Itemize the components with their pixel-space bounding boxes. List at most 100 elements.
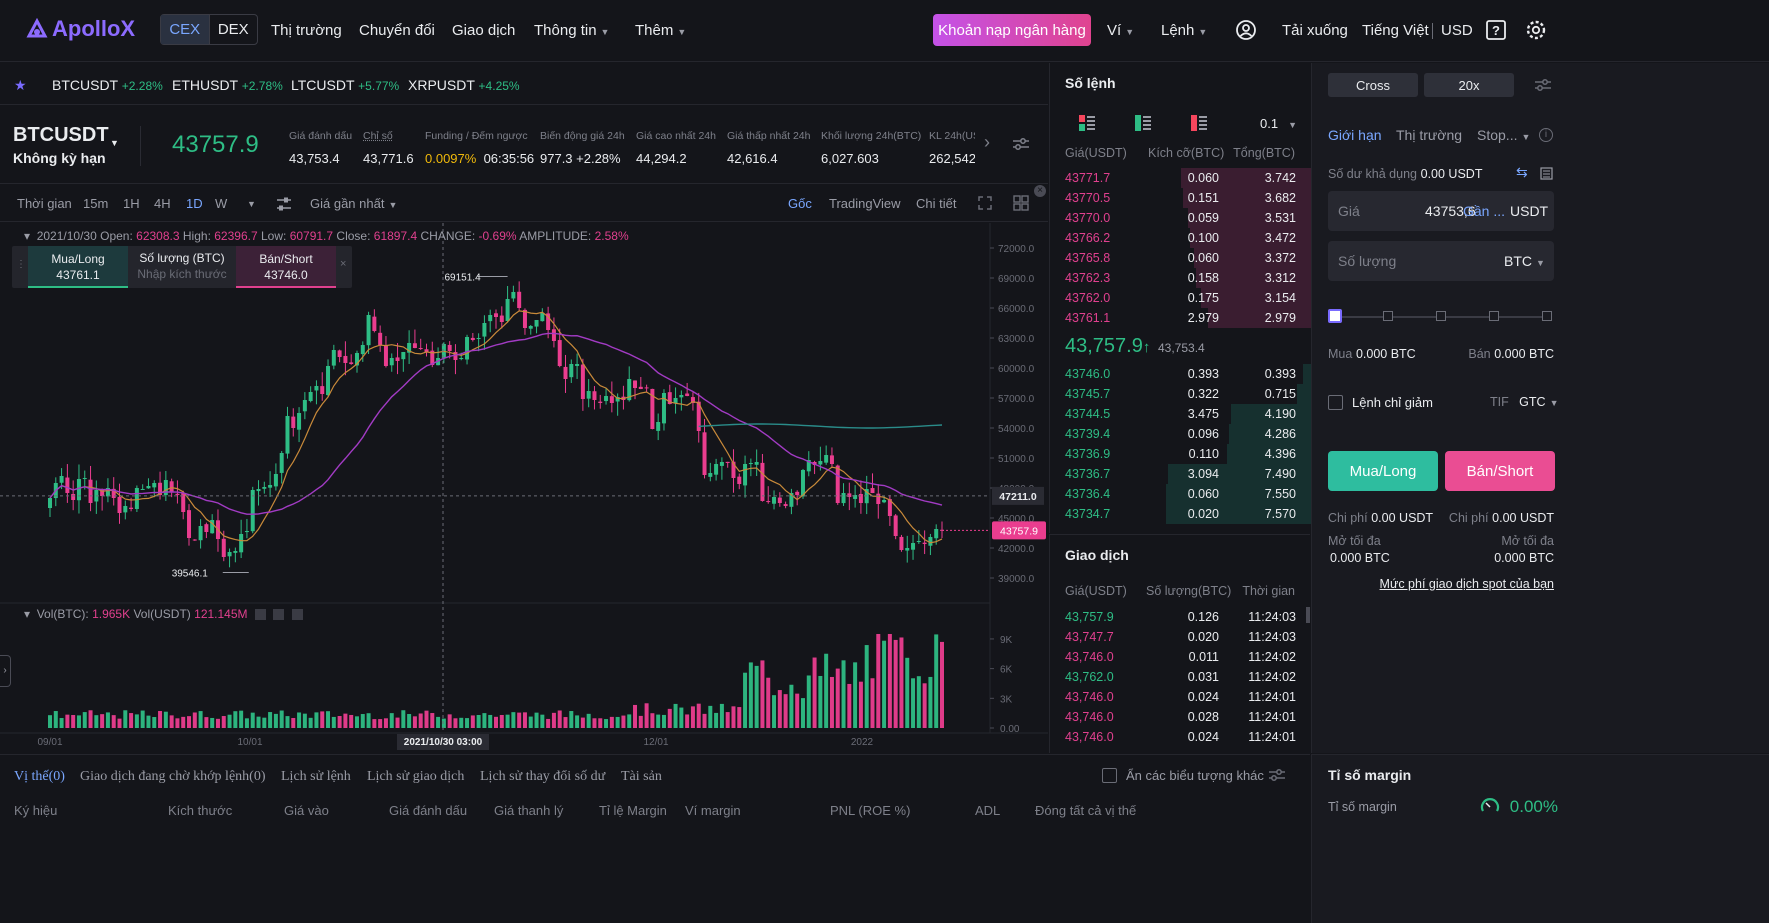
layout-grid-icon[interactable] bbox=[1013, 195, 1029, 211]
collapse-icon[interactable]: ▾ bbox=[24, 607, 31, 621]
slider-tick[interactable] bbox=[1489, 311, 1499, 321]
hide-others-checkbox[interactable] bbox=[1102, 768, 1117, 783]
tif-select[interactable]: TIF GTC ▼ bbox=[1490, 395, 1558, 409]
fullscreen-icon[interactable] bbox=[977, 195, 993, 211]
symbol-name[interactable]: BTCUSDT bbox=[13, 124, 109, 146]
calculator-icon[interactable] bbox=[1540, 167, 1553, 180]
tab-limit[interactable]: Giới hạn bbox=[1328, 127, 1382, 143]
bid-row[interactable]: 43736.4 0.060 7.550 bbox=[1050, 484, 1311, 504]
nav-download[interactable]: Tải xuống bbox=[1282, 22, 1348, 39]
cex-button[interactable]: CEX bbox=[161, 15, 210, 44]
book-asks-icon[interactable] bbox=[1190, 114, 1208, 132]
price-input[interactable]: Giá 43753,6 Gần ... USDT bbox=[1328, 191, 1554, 231]
interval-4h[interactable]: 4H bbox=[154, 196, 171, 211]
near-price-button[interactable]: Gần ... bbox=[1463, 203, 1506, 219]
spot-fee-link[interactable]: Mức phí giao dịch spot của bạn bbox=[1379, 577, 1554, 591]
bid-row[interactable]: 43736.9 0.110 4.396 bbox=[1050, 444, 1311, 464]
chevron-down-icon[interactable]: ▼ bbox=[247, 199, 256, 209]
dex-button[interactable]: DEX bbox=[217, 21, 249, 38]
depth-select[interactable]: 0.1 ▼ bbox=[1260, 116, 1297, 131]
book-bids-icon[interactable] bbox=[1134, 114, 1152, 132]
transfer-icon[interactable]: ⇆ bbox=[1516, 164, 1528, 180]
tab-stop[interactable]: Stop... ▼ bbox=[1477, 127, 1530, 143]
ask-row[interactable]: 43770.0 0.059 3.531 bbox=[1050, 208, 1311, 228]
slider-tick[interactable] bbox=[1383, 311, 1393, 321]
nav-convert[interactable]: Chuyển đổi bbox=[359, 22, 435, 39]
price-type-select[interactable]: Giá gần nhất ▼ bbox=[310, 196, 397, 211]
quick-sell-button[interactable]: Bán/Short 43746.0 bbox=[236, 246, 336, 288]
bid-row[interactable]: 43739.4 0.096 4.286 bbox=[1050, 424, 1311, 444]
drag-handle-icon[interactable]: ⋮⋮ bbox=[16, 259, 36, 270]
indicator-settings-icon[interactable] bbox=[275, 195, 293, 213]
leverage-button[interactable]: 20x bbox=[1424, 73, 1514, 97]
interval-w[interactable]: W bbox=[215, 196, 228, 211]
ask-row[interactable]: 43762.3 0.158 3.312 bbox=[1050, 268, 1311, 288]
bid-row[interactable]: 43745.7 0.322 0.715 bbox=[1050, 384, 1311, 404]
sliders-icon[interactable] bbox=[1012, 136, 1030, 152]
close-all-positions[interactable]: Đóng tất cả vị thế bbox=[1035, 803, 1137, 818]
currency-select[interactable]: USD bbox=[1441, 22, 1473, 39]
nav-trade[interactable]: Giao dịch bbox=[452, 22, 516, 39]
help-icon[interactable]: ? bbox=[1484, 18, 1508, 42]
slider-tick[interactable] bbox=[1436, 311, 1446, 321]
interval-1d[interactable]: 1D bbox=[186, 196, 203, 211]
tab-assets[interactable]: Tài sản bbox=[621, 769, 662, 784]
bid-row[interactable]: 43746.0 0.393 0.393 bbox=[1050, 364, 1311, 384]
chart-canvas[interactable]: 72000.0 69000.0 66000.0 63000.0 60000.0 57000… bbox=[0, 223, 1048, 753]
settings-gear-icon[interactable] bbox=[1524, 18, 1548, 42]
favorite-star-icon[interactable]: ★ bbox=[14, 77, 27, 93]
view-tradingview[interactable]: TradingView bbox=[829, 196, 901, 211]
nav-more[interactable]: Thêm ▼ bbox=[635, 22, 686, 39]
book-both-icon[interactable] bbox=[1078, 114, 1096, 132]
slider-tick[interactable] bbox=[1542, 311, 1552, 321]
price-chart[interactable]: 72000.0 69000.0 66000.0 63000.0 60000.0 57000… bbox=[0, 223, 1048, 753]
nav-market[interactable]: Thị trường bbox=[271, 22, 342, 39]
quick-buy-button[interactable]: Mua/Long 43761.1 bbox=[28, 246, 128, 288]
ask-row[interactable]: 43762.0 0.175 3.154 bbox=[1050, 288, 1311, 308]
sell-short-button[interactable]: Bán/Short bbox=[1445, 451, 1555, 491]
sliders-icon[interactable] bbox=[1534, 77, 1552, 93]
user-icon[interactable] bbox=[1234, 18, 1258, 42]
quantity-input[interactable]: Số lượng BTC ▼ bbox=[1328, 241, 1554, 281]
bid-row[interactable]: 43734.7 0.020 7.570 bbox=[1050, 504, 1311, 524]
ask-row[interactable]: 43765.8 0.060 3.372 bbox=[1050, 248, 1311, 268]
eye-icon[interactable] bbox=[254, 609, 266, 621]
nav-orders[interactable]: Lệnh ▼ bbox=[1161, 22, 1207, 39]
buy-long-button[interactable]: Mua/Long bbox=[1328, 451, 1438, 491]
ask-row[interactable]: 43771.7 0.060 3.742 bbox=[1050, 168, 1311, 188]
chevron-right-icon[interactable]: › bbox=[984, 132, 990, 152]
tab-balance-history[interactable]: Lịch sử thay đổi số dư bbox=[480, 769, 606, 784]
tab-order-history[interactable]: Lịch sử lệnh bbox=[281, 769, 351, 784]
logo[interactable]: ApolloX bbox=[26, 16, 135, 42]
ticker-item[interactable]: XRPUSDT +4.25% bbox=[408, 77, 520, 93]
interval-15m[interactable]: 15m bbox=[83, 196, 109, 211]
ask-row[interactable]: 43761.1 2.979 2.979 bbox=[1050, 308, 1311, 328]
slider-handle[interactable] bbox=[1328, 309, 1342, 323]
ticker-item[interactable]: ETHUSDT +2.78% bbox=[172, 77, 283, 93]
scrollbar[interactable] bbox=[1306, 607, 1310, 623]
interval-1h[interactable]: 1H bbox=[123, 196, 140, 211]
tab-market[interactable]: Thị trường bbox=[1396, 127, 1463, 143]
close-icon[interactable]: × bbox=[340, 258, 347, 270]
remove-icon[interactable] bbox=[291, 609, 303, 621]
settings-icon[interactable] bbox=[273, 609, 285, 621]
ticker-item[interactable]: LTCUSDT +5.77% bbox=[291, 77, 399, 93]
ask-row[interactable]: 43770.5 0.151 3.682 bbox=[1050, 188, 1311, 208]
info-icon[interactable]: i bbox=[1539, 128, 1553, 142]
sliders-icon[interactable] bbox=[1268, 767, 1286, 783]
quantity-unit-select[interactable]: BTC ▼ bbox=[1504, 253, 1545, 269]
language-select[interactable]: Tiếng Việt bbox=[1362, 22, 1429, 39]
tab-positions[interactable]: Vị thế(0) bbox=[14, 769, 65, 784]
quick-qty-field[interactable]: Số lượng (BTC) Nhập kích thước bbox=[128, 246, 236, 288]
nav-wallet[interactable]: Ví ▼ bbox=[1107, 22, 1134, 39]
ask-row[interactable]: 43766.2 0.100 3.472 bbox=[1050, 228, 1311, 248]
bid-row[interactable]: 43744.5 3.475 4.190 bbox=[1050, 404, 1311, 424]
reduce-only-checkbox[interactable] bbox=[1328, 395, 1343, 410]
chevron-down-icon[interactable]: ▼ bbox=[110, 138, 119, 148]
stat-label[interactable]: Chỉ số bbox=[363, 130, 393, 142]
close-icon[interactable]: × bbox=[1034, 185, 1046, 197]
view-detail[interactable]: Chi tiết bbox=[916, 196, 957, 211]
ticker-item[interactable]: BTCUSDT +2.28% bbox=[52, 77, 163, 93]
bank-deposit-button[interactable]: Khoản nạp ngân hàng bbox=[933, 14, 1091, 46]
view-original[interactable]: Gốc bbox=[788, 196, 812, 211]
